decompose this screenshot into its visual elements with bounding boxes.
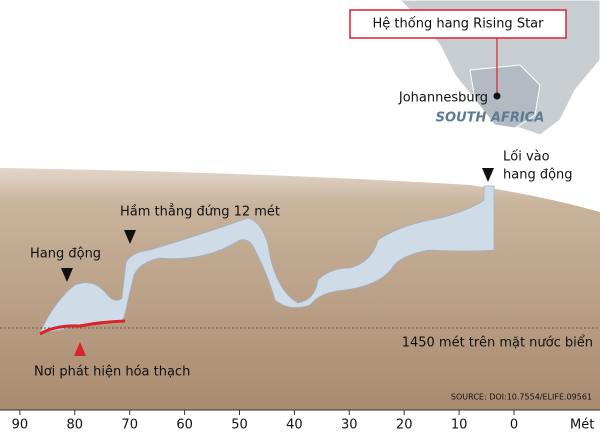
map-island xyxy=(578,30,590,70)
shaft-label: Hầm thẳng đứng 12 mét xyxy=(120,204,280,220)
tick-label: 10 xyxy=(451,418,468,433)
map-country xyxy=(469,64,541,129)
cave xyxy=(39,185,495,334)
tick-label: 40 xyxy=(286,418,303,433)
tick-label: 20 xyxy=(396,418,413,433)
cave-marker xyxy=(61,268,73,282)
tick-label: 0 xyxy=(510,418,518,433)
tick-label: 60 xyxy=(176,418,193,433)
country-label: SOUTH AFRICA xyxy=(436,111,545,126)
entrance-label: hang động xyxy=(503,168,573,183)
cave-label: Hang động xyxy=(30,247,101,262)
city-label: Johannesburg xyxy=(398,91,488,106)
source-label: SOURCE: DOI:10.7554/ELIFE.09561 xyxy=(451,393,592,402)
label-box-text: Hệ thống hang Rising Star xyxy=(373,17,545,32)
entrance-marker xyxy=(482,168,494,182)
tick-label: 90 xyxy=(12,418,29,433)
label-box xyxy=(349,9,567,39)
fossil-marker xyxy=(74,342,86,356)
tick-label: 30 xyxy=(341,418,358,433)
tick-label: 50 xyxy=(231,418,248,433)
entrance-label: Lối vào xyxy=(503,150,550,165)
fossil-site-line xyxy=(39,319,126,336)
tick-label: 80 xyxy=(67,418,84,433)
shaft-marker xyxy=(124,230,136,244)
fossil-label: Nơi phát hiện hóa thạch xyxy=(34,365,190,380)
ticks: 90 80 70 60 50 40 30 20 10 0 xyxy=(12,410,518,433)
tick-label: 70 xyxy=(121,418,138,433)
city-dot xyxy=(493,92,501,100)
axis-label: Mét xyxy=(570,418,594,433)
elevation-label: 1450 mét trên mặt nước biển xyxy=(402,336,593,351)
